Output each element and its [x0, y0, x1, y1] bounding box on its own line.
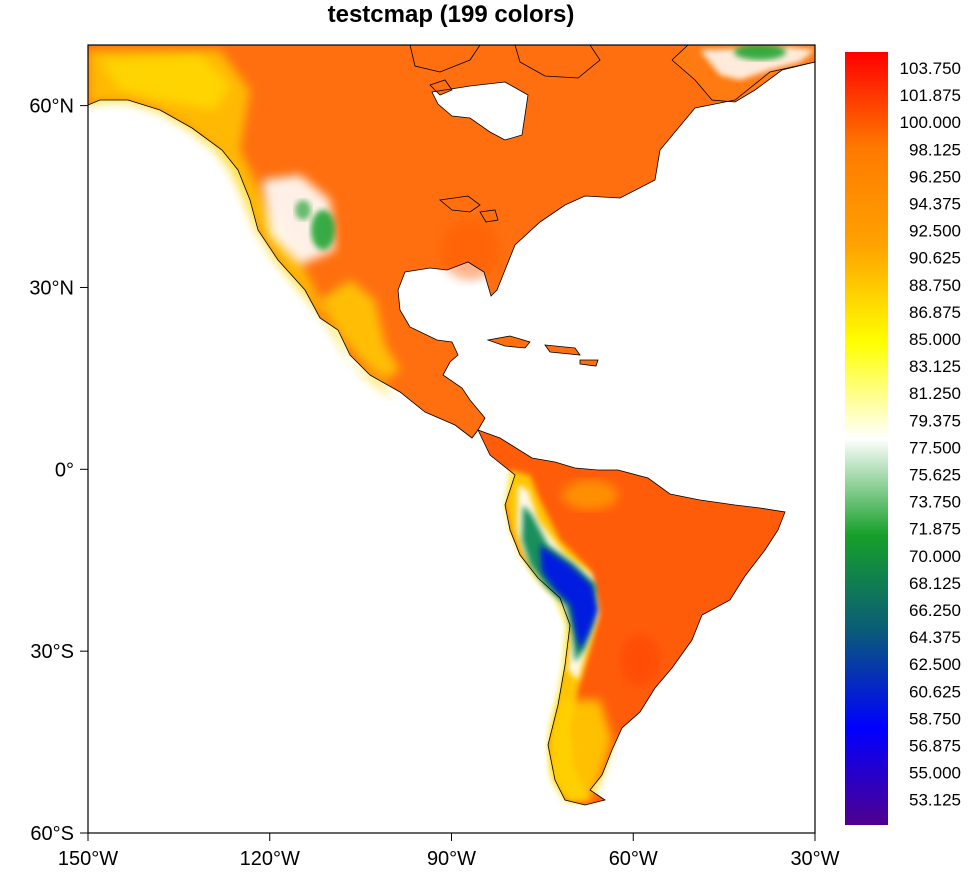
coastline-islands [409, 45, 601, 367]
colorbar-level-label: 103.750 [900, 59, 961, 78]
colorbar-level-label: 85.000 [909, 330, 961, 349]
colorbar-level-label: 55.000 [909, 764, 961, 783]
coastline-south-america [477, 429, 786, 806]
hot-spot-south-brazil [620, 635, 660, 685]
south-america-landmass [478, 430, 785, 805]
gulf-of-mexico [400, 276, 488, 342]
colorbar: 103.750 101.875 100.000 98.125 96.250 94.375 9… [845, 52, 961, 825]
lon-tick-label: 30°W [790, 848, 839, 870]
coastline-great-lakes [439, 195, 499, 223]
colorbar-level-label: 101.875 [900, 86, 961, 105]
patagonia-yellow [552, 700, 612, 800]
colorbar-level-label: 75.625 [909, 466, 961, 485]
colorbar-level-label: 64.375 [909, 628, 961, 647]
caribbean-islands [488, 336, 598, 366]
chart-title: testcmap (199 colors) [328, 1, 575, 28]
lat-tick-label: 30°S [30, 641, 74, 663]
lat-tick-label: 60°N [29, 96, 74, 118]
andes-blue-core [540, 545, 598, 650]
coastline-greenland [671, 45, 815, 103]
rockies-green-1 [311, 210, 335, 250]
colorbar-level-label: 53.125 [909, 791, 961, 810]
colorbar-level-label: 71.875 [909, 520, 961, 539]
colorbar-level-label: 100.000 [900, 113, 961, 132]
greenland-green [700, 47, 815, 80]
lon-tick-label: 90°W [427, 848, 476, 870]
arctic-islands [410, 45, 600, 95]
greenland-green-core [734, 45, 786, 60]
colorbar-level-label: 68.125 [909, 574, 961, 593]
latitude-ticks: 60°N 30°N 0° 30°S 60°S [29, 96, 88, 845]
colorbar-level-label: 62.500 [909, 655, 961, 674]
lon-tick-label: 120°W [240, 848, 300, 870]
mexico-yellow [320, 280, 400, 380]
colorbar-level-label: 66.250 [909, 601, 961, 620]
lat-tick-label: 60°S [30, 823, 74, 845]
colorbar-level-label: 83.125 [909, 357, 961, 376]
yellow-alaska [100, 55, 230, 110]
colorbar-level-label: 70.000 [909, 547, 961, 566]
colorbar-level-label: 79.375 [909, 411, 961, 430]
colorbar-level-label: 94.375 [909, 195, 961, 214]
colorbar-level-label: 77.500 [909, 438, 961, 457]
field-overlays [88, 45, 815, 802]
lat-tick-label: 30°N [29, 277, 74, 299]
colorbar-level-label: 90.625 [909, 249, 961, 268]
colorbar-level-label: 58.750 [909, 709, 961, 728]
colorbar-labels: 103.750 101.875 100.000 98.125 96.250 94.375 9… [900, 59, 961, 810]
colorbar-level-label: 60.625 [909, 682, 961, 701]
lat-tick-label: 0° [55, 459, 74, 481]
colorbar-level-label: 73.750 [909, 493, 961, 512]
longitude-ticks: 150°W 120°W 90°W 60°W 30°W [58, 833, 840, 870]
colorbar-level-label: 88.750 [909, 276, 961, 295]
guiana-yellow [562, 480, 618, 510]
colorbar-level-label: 56.875 [909, 737, 961, 756]
rockies-green-2 [295, 200, 311, 220]
coastline-north-america [88, 61, 815, 439]
coastline-hudson-bay [431, 81, 529, 141]
coastlines [88, 45, 815, 806]
colorbar-gradient [845, 52, 888, 825]
colorbar-level-label: 98.125 [909, 140, 961, 159]
hudson-bay [432, 82, 528, 140]
lon-tick-label: 150°W [58, 848, 118, 870]
colorbar-level-label: 92.500 [909, 222, 961, 241]
lon-tick-label: 60°W [609, 848, 658, 870]
colorbar-level-label: 96.250 [909, 167, 961, 186]
hot-spot-southeast-us [440, 220, 500, 280]
colorbar-level-label: 86.875 [909, 303, 961, 322]
colorbar-level-label: 81.250 [909, 384, 961, 403]
